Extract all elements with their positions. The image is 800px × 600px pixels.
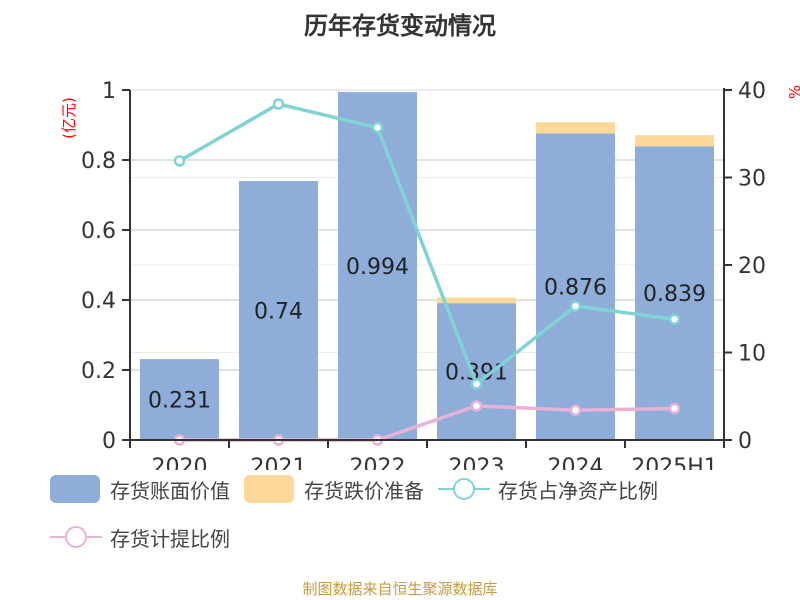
bar-book-value[interactable] (635, 146, 714, 440)
left-axis-tick-label: 1 (102, 79, 116, 104)
x-axis-tick-label: 2021 (251, 455, 307, 470)
bar-value-label: 0.876 (544, 276, 607, 301)
legend-item-provision-ratio[interactable]: 存货计提比例 (50, 522, 230, 552)
bar-book-value[interactable] (338, 92, 417, 440)
left-axis-tick-label: 0.4 (81, 289, 116, 314)
x-axis-tick-label: 2020 (152, 455, 208, 470)
right-axis-unit: % (786, 85, 800, 99)
line-point[interactable] (173, 155, 186, 167)
line-point[interactable] (470, 400, 483, 412)
line-point[interactable] (371, 121, 384, 134)
legend-item-book-value[interactable]: 存货账面价值 (50, 475, 230, 504)
bar-value-label: 0.994 (346, 255, 409, 280)
bar-value-label: 0.231 (148, 389, 211, 414)
bar-reserve[interactable] (635, 135, 714, 147)
x-axis-tick-label: 2025H1 (631, 455, 718, 470)
x-axis-tick-label: 2023 (449, 455, 505, 470)
bar-series (140, 92, 714, 440)
bar-value-label: 0.839 (643, 282, 706, 307)
data-source-footer: 制图数据来自恒生聚源数据库 (302, 580, 498, 598)
legend-label: 存货占净资产比例 (498, 478, 658, 503)
bar-book-value[interactable] (239, 181, 318, 440)
bar-reserve[interactable] (437, 297, 516, 304)
line-point[interactable] (272, 98, 285, 110)
legend-item-reserve[interactable]: 存货跌价准备 (244, 475, 424, 504)
bar-swatch-icon (50, 475, 100, 503)
chart-title: 历年存货变动情况 (304, 12, 496, 40)
line-net-asset-ratio (178, 102, 675, 387)
bar-reserve[interactable] (536, 122, 615, 134)
left-axis-tick-label: 0.8 (81, 149, 116, 174)
legend: 存货账面价值 存货跌价准备 存货占净资产比例 存货计提比例 (50, 470, 790, 556)
legend-label: 存货跌价准备 (304, 478, 424, 503)
left-axis-tick-label: 0.6 (81, 219, 116, 244)
line-marker-icon (50, 526, 102, 548)
left-axis-unit: (亿元) (60, 97, 78, 139)
right-axis-tick-label: 20 (738, 254, 766, 279)
left-axis-tick-label: 0 (102, 429, 116, 454)
right-axis-tick-label: 10 (738, 342, 766, 367)
bar-value-label: 0.74 (254, 300, 303, 325)
line-point[interactable] (668, 402, 681, 415)
legend-item-net-asset-ratio[interactable]: 存货占净资产比例 (438, 474, 658, 504)
right-axis-tick-label: 30 (738, 167, 766, 192)
line-point[interactable] (470, 378, 483, 390)
bar-book-value[interactable] (536, 133, 615, 440)
bar-book-value[interactable] (437, 303, 516, 440)
line-point[interactable] (668, 313, 681, 325)
line-point[interactable] (569, 300, 582, 312)
gridlines (130, 89, 724, 371)
x-axis-tick-label: 2024 (548, 455, 604, 470)
bar-book-value[interactable] (140, 359, 219, 440)
bar-swatch-icon (244, 475, 294, 503)
legend-label: 存货账面价值 (110, 478, 230, 503)
x-axis-tick-label: 2022 (350, 455, 406, 470)
right-axis-tick-label: 0 (738, 429, 752, 454)
line-point[interactable] (569, 404, 582, 416)
legend-label: 存货计提比例 (110, 526, 230, 551)
right-axis-tick-label: 40 (738, 79, 766, 104)
line-marker-icon (438, 478, 490, 500)
left-axis-tick-label: 0.2 (81, 359, 116, 384)
